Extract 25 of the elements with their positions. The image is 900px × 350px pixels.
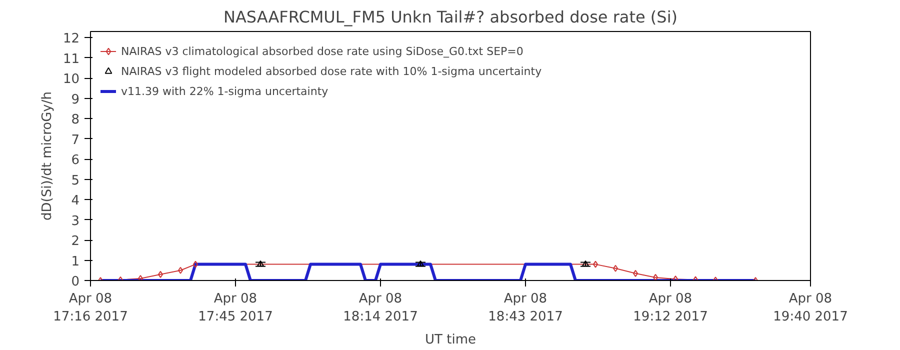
x-tick-label: Apr 08 18:14 2017 [343, 292, 418, 324]
x-tick-label: Apr 08 17:16 2017 [53, 292, 128, 324]
y-tick-label: 10 [62, 72, 80, 88]
y-tick-label: 12 [62, 32, 80, 47]
y-tick-label: 3 [71, 214, 80, 229]
x-tick-label: Apr 08 17:45 2017 [198, 292, 273, 324]
y-tick-label: 8 [71, 112, 80, 128]
y-tick-label: 1 [71, 254, 80, 270]
x-tick-label: Apr 08 19:40 2017 [773, 292, 848, 324]
legend-label: NAIRAS v3 climatological absorbed dose rate using SiDose_G0.txt SEP=0 [121, 44, 524, 58]
x-axis-title: UT time [425, 332, 476, 348]
y-axis-title: dD(Si)/dt microGy/h [40, 92, 55, 220]
y-tick-label: 2 [71, 234, 80, 250]
y-tick-label: 7 [71, 132, 80, 148]
y-tick-label: 0 [71, 274, 80, 290]
y-tick-label: 11 [62, 52, 80, 67]
x-tick-label: Apr 08 18:43 2017 [488, 292, 563, 324]
y-tick-label: 9 [71, 92, 80, 108]
x-tick-label: Apr 08 19:12 2017 [633, 292, 708, 324]
legend-label: NAIRAS v3 flight modeled absorbed dose rate with 10% 1-sigma uncertainty [121, 64, 542, 78]
y-tick-label: 5 [71, 173, 80, 188]
y-tick-label: 4 [71, 194, 80, 209]
y-tick-label: 6 [71, 153, 80, 168]
legend-label: v11.39 with 22% 1-sigma uncertainty [121, 84, 328, 98]
chart-title: NASAAFRCMUL_FM5 Unkn Tail#? absorbed dose rate (Si) [223, 8, 678, 26]
